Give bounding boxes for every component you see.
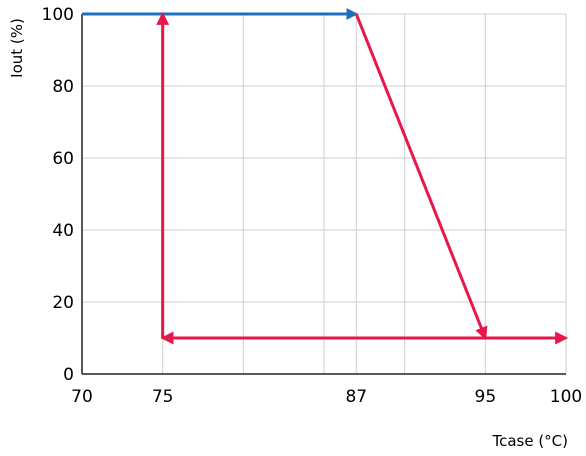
y-tick-label-20: 20 <box>52 293 74 313</box>
x-tick-label-75: 75 <box>152 387 174 407</box>
y-axis-title: Iout (%) <box>8 18 26 78</box>
grid <box>81 13 567 375</box>
y-tick-label-40: 40 <box>52 221 74 241</box>
x-tick-label-70: 70 <box>71 387 93 407</box>
x-tick-label-87: 87 <box>345 387 367 407</box>
y-tick-label-100: 100 <box>42 5 74 25</box>
x-tick-label-95: 95 <box>475 387 497 407</box>
axes <box>81 14 566 375</box>
series-group <box>82 8 569 345</box>
x-tick-labels: 70 75 87 95 100 <box>71 387 582 407</box>
y-tick-label-60: 60 <box>52 149 74 169</box>
y-tick-labels: 0 20 40 60 80 100 <box>42 5 74 385</box>
y-tick-label-0: 0 <box>63 365 74 385</box>
x-tick-label-100: 100 <box>550 387 582 407</box>
series-line-2 <box>354 13 488 341</box>
x-axis-title: Tcase (°C) <box>491 432 568 450</box>
y-tick-label-80: 80 <box>52 77 74 97</box>
